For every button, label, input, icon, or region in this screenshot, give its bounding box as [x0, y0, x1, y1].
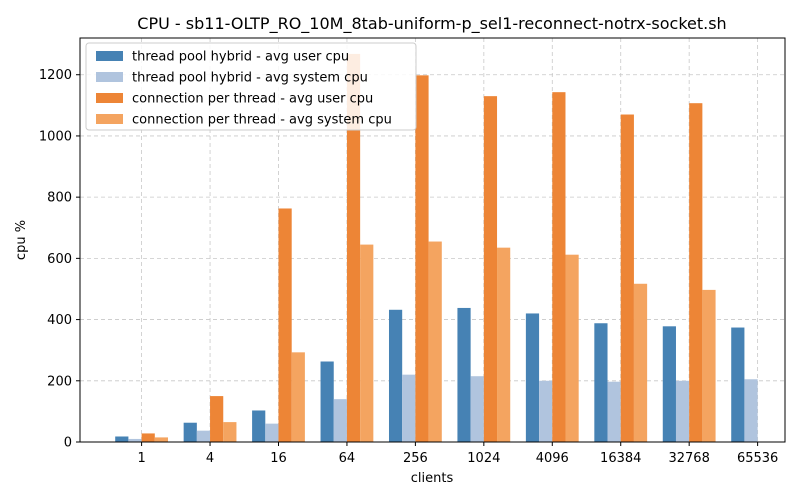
bar-1: [320, 361, 334, 442]
bar-4: [497, 247, 511, 442]
legend: thread pool hybrid - avg user cpu thread …: [85, 42, 417, 131]
bar-1: [115, 436, 129, 442]
bar-2: [196, 430, 211, 442]
bar-2: [744, 379, 758, 442]
legend-box: [85, 42, 417, 131]
y-tick-label: 400: [47, 313, 72, 328]
x-tick-label: 1: [137, 451, 145, 466]
bar-2: [333, 399, 347, 442]
bar-1: [662, 326, 676, 442]
y-tick-label: 200: [47, 374, 72, 389]
bar-1: [457, 307, 471, 442]
x-tick-label: 16384: [600, 451, 641, 466]
bar-2: [607, 381, 621, 442]
legend-entry-label: connection per thread - avg system cpu: [132, 113, 392, 128]
y-tick-label: 800: [47, 191, 72, 206]
x-tick-label: 256: [403, 451, 428, 466]
y-axis-label: cpu %: [14, 220, 29, 260]
bar-2: [128, 438, 142, 442]
bar-2: [470, 376, 484, 442]
legend-entry-label: thread pool hybrid - avg system cpu: [132, 71, 368, 86]
bar-3: [483, 96, 498, 442]
y-tick-label: 600: [47, 252, 72, 267]
bar-4: [702, 289, 716, 442]
x-tick-label: 4096: [536, 451, 569, 466]
bar-1: [525, 313, 540, 442]
bar-4: [154, 437, 169, 442]
bar-3: [689, 103, 703, 442]
bar-3: [552, 92, 566, 442]
bar-1: [183, 422, 197, 442]
legend-swatch: [96, 72, 123, 82]
bar-3: [210, 396, 224, 442]
y-tick-label: 1200: [39, 68, 72, 83]
legend-swatch: [96, 114, 123, 124]
x-tick-label: 4: [206, 451, 214, 466]
bar-2: [265, 423, 279, 442]
bars: [115, 53, 758, 443]
legend-entry-label: thread pool hybrid - avg user cpu: [132, 50, 349, 65]
legend-entry-label: connection per thread - avg user cpu: [132, 92, 373, 107]
bar-3: [141, 433, 155, 442]
x-tick-label: 64: [339, 451, 356, 466]
bar-1: [731, 327, 745, 442]
bar-2: [539, 380, 553, 442]
bar-3: [620, 114, 634, 443]
bar-2: [402, 374, 416, 442]
y-axis-ticks: 0 200 400 600 800 1000 1200: [39, 68, 80, 451]
bar-2: [675, 380, 690, 442]
bar-4: [223, 422, 237, 442]
x-axis-ticks: 1 4 16 64 256 1024 4096 16384 32768 65536: [137, 442, 778, 466]
x-tick-label: 16: [270, 451, 287, 466]
x-tick-label: 1024: [467, 451, 500, 466]
x-tick-label: 32768: [668, 451, 709, 466]
bar-4: [565, 254, 579, 442]
bar-1: [388, 309, 403, 442]
bar-4: [291, 352, 305, 442]
plot-frame: [79, 37, 786, 443]
bar-3: [346, 53, 361, 442]
bar-4: [360, 244, 374, 442]
y-tick-label: 0: [64, 436, 72, 451]
chart-title: CPU - sb11-OLTP_RO_10M_8tab-uniform-p_se…: [137, 14, 726, 34]
bar-4: [633, 283, 648, 442]
bar-1: [252, 410, 266, 442]
bar-3: [415, 75, 429, 443]
bar-4: [428, 241, 442, 442]
y-tick-label: 1000: [39, 129, 72, 144]
bar-3: [278, 208, 292, 442]
x-tick-label: 65536: [737, 451, 778, 466]
legend-swatch: [96, 93, 123, 103]
legend-swatch: [96, 51, 123, 61]
bar-1: [594, 323, 608, 442]
x-axis-label: clients: [411, 471, 454, 486]
